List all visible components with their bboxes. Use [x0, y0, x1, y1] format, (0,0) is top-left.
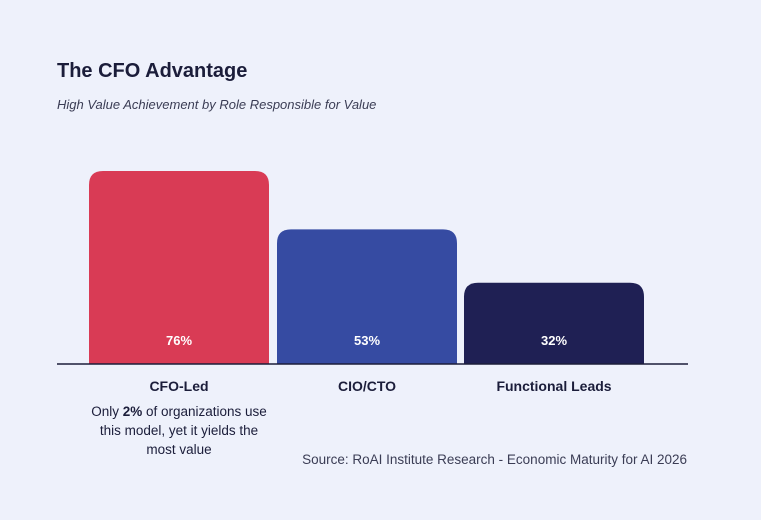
value-label-cfo-led: 76% — [166, 333, 192, 348]
cfo-note: Only 2% of organizations use this model,… — [84, 402, 274, 459]
note-highlight: 2% — [122, 404, 143, 419]
bar-cio-cto — [277, 229, 457, 364]
chart-title: The CFO Advantage — [57, 60, 248, 82]
category-label-functional-leads: Functional Leads — [496, 378, 612, 394]
category-label-cfo-led: CFO-Led — [149, 378, 209, 394]
note-prefix: Only — [91, 404, 123, 419]
bar-cfo-led — [89, 171, 269, 364]
value-label-cio-cto: 53% — [354, 333, 380, 348]
source-citation: Source: RoAI Institute Research - Econom… — [302, 452, 687, 467]
category-label-cio-cto: CIO/CTO — [337, 378, 397, 394]
note-suffix: of organizations use this model, yet it … — [99, 404, 267, 457]
value-label-functional-leads: 32% — [541, 333, 567, 348]
bar-functional-leads — [464, 282, 644, 364]
chart-subtitle: High Value Achievement by Role Responsib… — [57, 97, 377, 112]
